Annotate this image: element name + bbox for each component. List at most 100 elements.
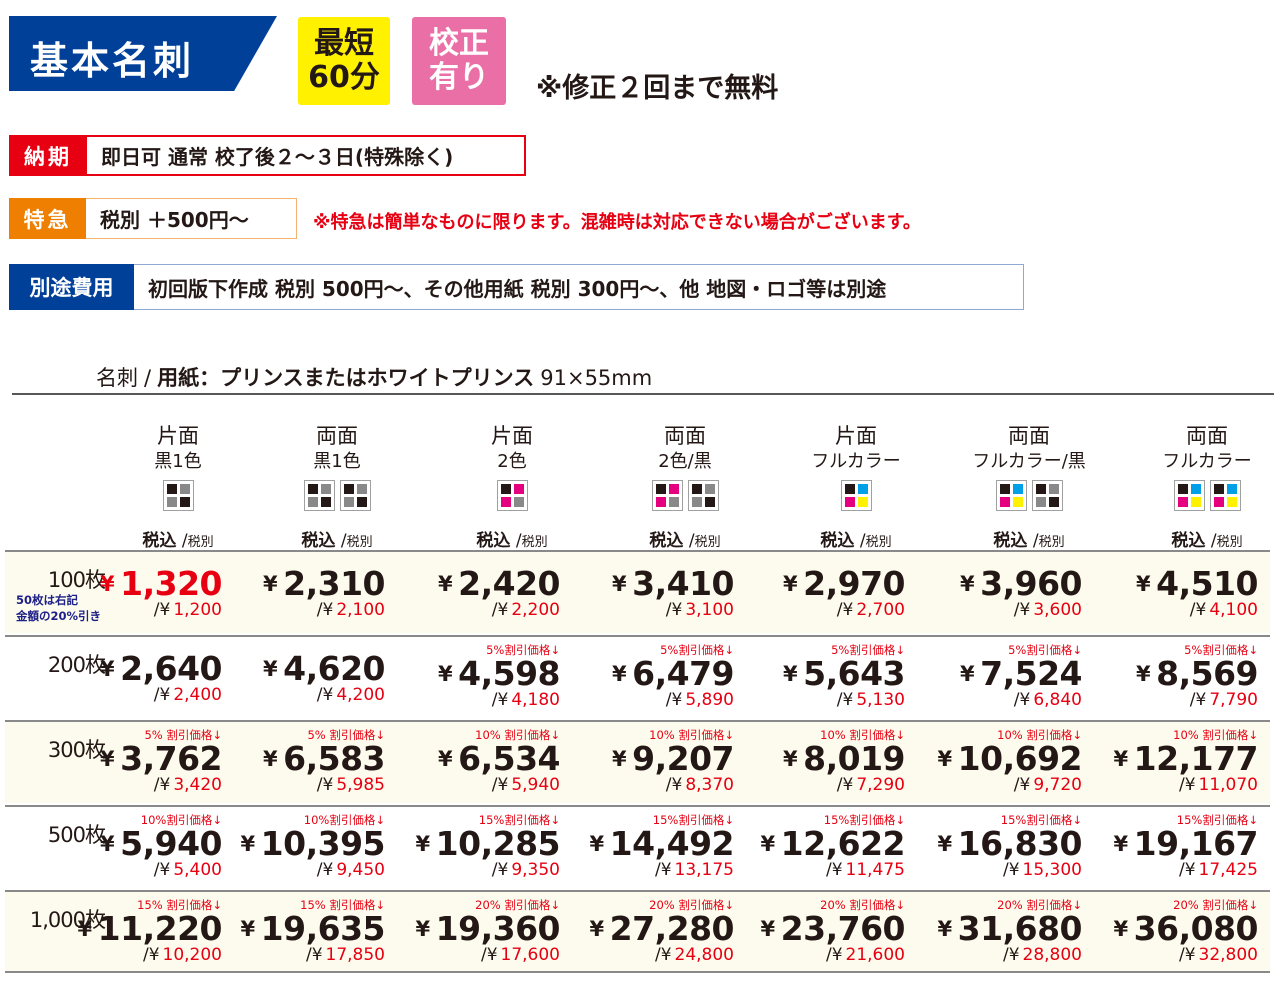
- excl-prefix: /¥: [316, 775, 334, 795]
- print-side: 両面: [1008, 424, 1050, 448]
- quantity-label: 1,000枚: [29, 908, 106, 932]
- price-incl-value: 3,410: [632, 564, 734, 603]
- tax-incl-label: 税込: [993, 531, 1028, 551]
- excl-prefix: /¥: [665, 690, 683, 710]
- section-paper: 用紙：プリンスまたはホワイトプリンス: [157, 366, 535, 390]
- price-tax-included: ¥10,692: [938, 739, 1083, 778]
- price-excl-value: 10,200: [162, 945, 222, 965]
- price-tax-excluded: /¥ 7,290: [837, 775, 905, 795]
- price-tax-included: ¥27,280: [590, 909, 735, 948]
- yen-symbol: ¥: [99, 832, 115, 856]
- proofing-included-badge: 校正 有り: [412, 17, 506, 105]
- price-cell: 5%割引価格↓ ¥5,643/¥ 5,130: [740, 637, 906, 720]
- section-slash: /: [144, 366, 152, 390]
- excl-prefix: /¥: [825, 945, 843, 965]
- tax-excl-label: 税別: [346, 535, 373, 550]
- price-excl-value: 4,100: [1209, 600, 1258, 620]
- price-tax-included: ¥9,207: [612, 739, 735, 778]
- price-incl-value: 14,492: [609, 824, 735, 863]
- price-tax-excluded: /¥ 15,300: [1003, 860, 1082, 880]
- discount-label: 15%割引価格↓: [823, 813, 905, 827]
- price-cell: 20% 割引価格↓ ¥23,760/¥ 21,600: [740, 892, 906, 975]
- price-tax-excluded: /¥ 6,840: [1014, 690, 1082, 710]
- price-cell: 5%割引価格↓ ¥7,524/¥ 6,840: [917, 637, 1083, 720]
- price-incl-value: 19,360: [435, 909, 561, 948]
- price-excl-value: 6,840: [1033, 690, 1082, 710]
- tax-slash: /: [1210, 531, 1217, 551]
- color-chips: [1127, 480, 1280, 512]
- price-tax-included: ¥2,640: [100, 649, 223, 688]
- price-incl-value: 2,310: [283, 564, 385, 603]
- delivery-row: 納期 即日可 通常 校了後２〜３日(特殊除く): [9, 135, 526, 176]
- price-tax-included: ¥8,569: [1136, 654, 1259, 693]
- price-cell: 20% 割引価格↓ ¥19,360/¥ 17,600: [395, 892, 561, 975]
- yen-symbol: ¥: [760, 917, 776, 941]
- rush-label: 特急: [9, 198, 86, 239]
- color-chip-icon: [162, 480, 194, 511]
- price-tax-included: ¥12,622: [761, 824, 906, 863]
- price-incl-value: 8,569: [1156, 654, 1258, 693]
- price-cell: 15% 割引価格↓ ¥19,635/¥ 17,850: [220, 892, 386, 975]
- excl-prefix: /¥: [305, 945, 323, 965]
- price-excl-value: 5,130: [856, 690, 905, 710]
- price-incl-value: 11,220: [97, 909, 223, 948]
- tax-excl-label: 税別: [1038, 535, 1065, 550]
- price-tax-included: ¥7,524: [960, 654, 1083, 693]
- price-row: 500枚 10%割引価格↓ ¥5,940/¥ 5,400 10%割引価格↓ ¥10,395…: [5, 805, 1270, 888]
- price-excl-value: 21,600: [845, 945, 905, 965]
- quantity-note: 50枚は右記 金額の20%引き: [16, 593, 102, 623]
- excl-prefix: /¥: [1178, 775, 1196, 795]
- price-tax-included: ¥5,643: [783, 654, 906, 693]
- discount-label: 10% 割引価格↓: [820, 728, 905, 742]
- tax-label: 税込 /税別: [949, 526, 1109, 551]
- price-excl-value: 28,800: [1022, 945, 1082, 965]
- price-tax-included: ¥19,167: [1114, 824, 1259, 863]
- discount-label: 5%割引価格↓: [486, 643, 560, 657]
- tax-excl-label: 税別: [694, 535, 721, 550]
- yen-symbol: ¥: [589, 832, 605, 856]
- price-excl-value: 9,450: [336, 860, 385, 880]
- excl-prefix: /¥: [1013, 775, 1031, 795]
- excl-prefix: /¥: [491, 690, 509, 710]
- price-tax-excluded: /¥ 17,425: [1179, 860, 1258, 880]
- yen-symbol: ¥: [782, 747, 798, 771]
- color-chips: [432, 480, 592, 512]
- price-incl-value: 6,479: [632, 654, 734, 693]
- price-cell: 15%割引価格↓ ¥19,167/¥ 17,425: [1093, 807, 1259, 890]
- price-excl-value: 2,400: [173, 685, 222, 705]
- column-header: 両面 フルカラー/黒 税込 /税別: [949, 424, 1109, 551]
- price-incl-value: 10,285: [435, 824, 561, 863]
- tax-excl-label: 税別: [521, 535, 548, 550]
- price-incl-value: 4,620: [283, 649, 385, 688]
- price-cell: 5%割引価格↓ ¥4,598/¥ 4,180: [395, 637, 561, 720]
- yen-symbol: ¥: [99, 572, 115, 596]
- price-excl-value: 17,425: [1198, 860, 1258, 880]
- discount-label: 15%割引価格↓: [1176, 813, 1258, 827]
- price-row: 200枚 ¥2,640/¥ 2,400 ¥4,620/¥ 4,200 5%割引価格↓ ¥4,…: [5, 635, 1270, 718]
- price-cell: 5% 割引価格↓ ¥6,583/¥ 5,985: [220, 722, 386, 805]
- price-tax-included: ¥10,395: [241, 824, 386, 863]
- price-tax-excluded: /¥ 1,200: [154, 600, 222, 620]
- color-chip-icon: [496, 480, 528, 511]
- price-tax-excluded: /¥ 9,450: [317, 860, 385, 880]
- price-tax-excluded: /¥ 17,850: [306, 945, 385, 965]
- yen-symbol: ¥: [437, 747, 453, 771]
- extra-cost-value: 初回版下作成 税別 500円〜、その他用紙 税別 300円〜、他 地図・ロゴ等は…: [134, 264, 1024, 310]
- excl-prefix: /¥: [316, 600, 334, 620]
- discount-label: 5% 割引価格↓: [307, 728, 385, 742]
- discount-label: 20% 割引価格↓: [820, 898, 905, 912]
- tax-excl-label: 税別: [1216, 535, 1243, 550]
- excl-prefix: /¥: [1178, 945, 1196, 965]
- price-incl-value: 10,395: [260, 824, 386, 863]
- price-tax-included: ¥12,177: [1114, 739, 1259, 778]
- color-chips: [949, 480, 1109, 512]
- excl-prefix: /¥: [654, 945, 672, 965]
- price-excl-value: 24,800: [674, 945, 734, 965]
- price-excl-value: 2,100: [336, 600, 385, 620]
- price-incl-value: 9,207: [632, 739, 734, 778]
- print-color: 黒1色: [313, 451, 361, 472]
- price-incl-value: 6,534: [458, 739, 560, 778]
- price-tax-excluded: /¥ 4,100: [1190, 600, 1258, 620]
- yen-symbol: ¥: [611, 572, 627, 596]
- price-cell: 10% 割引価格↓ ¥6,534/¥ 5,940: [395, 722, 561, 805]
